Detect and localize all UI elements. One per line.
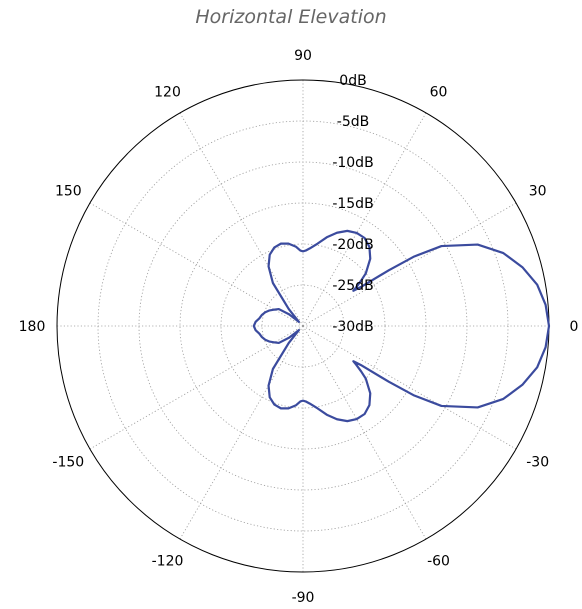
radial-tick-label: -30dB — [332, 319, 373, 335]
grid-layer — [56, 79, 550, 573]
angle-tick-label: 150 — [55, 184, 82, 200]
angle-tick-label: -120 — [152, 554, 184, 570]
angular-gridline — [179, 325, 304, 540]
angle-tick-label: 60 — [430, 84, 448, 100]
angular-gridline — [89, 202, 304, 327]
angle-tick-label: 0 — [570, 319, 579, 335]
angle-tick-label: -30 — [526, 455, 549, 471]
angle-tick-label: -150 — [52, 455, 84, 471]
angular-gridline — [89, 325, 304, 450]
radial-tick-label: -20dB — [332, 237, 373, 253]
label-layer: 0 30 60 90 120 150 180 -150 -120 -90 -60 -30 0dB -5dB… — [19, 48, 579, 606]
angle-tick-label: 120 — [154, 84, 181, 100]
angle-tick-label: -60 — [427, 554, 450, 570]
radial-tick-label: -25dB — [332, 278, 373, 294]
radial-tick-label: -15dB — [332, 196, 373, 212]
angle-tick-label: 30 — [529, 184, 547, 200]
radial-tick-label: -10dB — [332, 155, 373, 171]
pattern-line — [252, 229, 551, 423]
angle-tick-label: 180 — [19, 319, 46, 335]
angular-gridline — [179, 112, 304, 327]
chart-title: Horizontal Elevation — [195, 6, 387, 28]
angular-gridline — [302, 325, 517, 450]
angle-tick-label: -90 — [292, 590, 315, 606]
radial-tick-label: 0dB — [339, 73, 366, 89]
angular-gridline — [302, 112, 427, 327]
angle-tick-label: 90 — [294, 48, 312, 64]
angular-gridline — [302, 325, 427, 540]
radial-tick-label: -5dB — [337, 114, 369, 130]
curve-layer — [252, 229, 551, 423]
angular-gridline — [302, 202, 517, 327]
